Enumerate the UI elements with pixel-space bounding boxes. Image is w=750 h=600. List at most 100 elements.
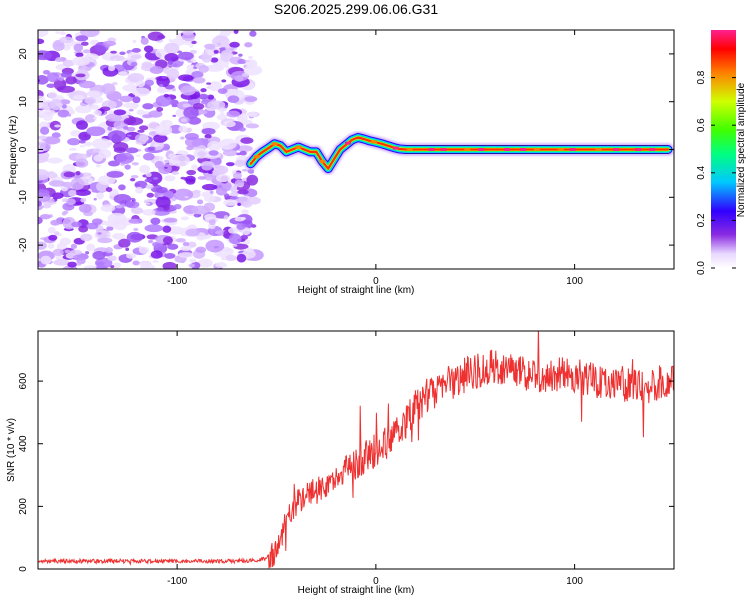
spectrogram-noise-blob [243,64,263,76]
spectrogram-noise-blob [60,71,72,78]
spectrogram-noise-blob [115,204,123,209]
spectrogram-noise [38,30,264,269]
spectrogram-noise-blob [38,99,44,110]
spectrogram-noise-blob [167,60,174,65]
spectrogram-noise-blob [70,177,85,190]
spectrogram-noise-blob [209,164,226,176]
y-tick-label: -10 [18,190,29,205]
spectrogram-noise-blob [84,96,97,105]
spectrogram-noise-blob [152,177,159,180]
spectrogram-noise-blob [162,143,171,151]
spectrogram-noise-blob [41,204,52,209]
spectrogram-noise-blob [192,189,201,194]
spectrogram-noise-blob [223,215,229,220]
spectrogram-noise-blob [125,147,139,154]
spectrogram-noise-blob [69,249,83,256]
spectrogram-noise-blob [213,49,219,54]
spectrogram-noise-blob [56,85,75,93]
spectrogram-noise-blob [180,136,185,140]
spectrogram-noise-blob [59,237,72,246]
spectrogram-noise-blob [144,178,153,183]
spectrogram-noise-blob [186,145,194,151]
spectrogram-noise-blob [124,164,131,170]
spectrogram-noise-blob [182,241,190,247]
spectrogram-noise-blob [49,98,63,111]
spectrogram-noise-blob [68,147,77,151]
spectrogram-noise-blob [183,106,199,119]
spectrogram-ridge-peak [345,141,352,145]
y-tick-label: 0 [18,566,29,572]
spectrogram-noise-blob [119,51,126,56]
spectrogram-noise-blob [113,58,117,61]
spectrogram-noise-blob [180,245,192,252]
spectrogram-noise-blob [247,168,255,174]
y-tick-label: -20 [18,237,29,252]
spectrogram-noise-blob [71,221,82,228]
spectrogram-noise-blob [152,182,158,186]
spectrogram-noise-blob [48,180,66,187]
spectrogram-noise-blob [101,83,116,95]
spectrogram-noise-blob [82,66,88,69]
spectrogram-noise-blob [207,94,215,100]
spectrogram-noise-blob [144,224,164,233]
spectrogram-noise-blob [106,170,124,178]
spectrogram-noise-blob [131,207,144,215]
spectrogram-noise-blob [175,113,181,116]
y-tick-label: 200 [18,498,29,515]
spectrogram-noise-blob [83,265,97,269]
spectrogram-noise-blob [155,49,167,59]
spectrogram-noise-blob [187,241,197,248]
spectrogram-noise-blob [93,197,97,201]
spectrogram-noise-blob [139,164,151,174]
spectrogram-noise-blob [47,91,58,100]
spectrogram-noise-blob [189,258,197,263]
spectrogram-noise-blob [238,53,243,57]
spectrogram-noise-blob [180,118,188,123]
spectrogram-noise-blob [63,171,76,178]
spectrogram-noise-blob [223,230,230,236]
spectrogram-noise-blob [62,266,70,269]
spectrogram-noise-blob [185,228,200,237]
spectrogram-noise-blob [147,239,154,244]
spectrogram-noise-blob [177,51,194,60]
spectrogram-noise-blob [92,138,112,150]
snr-x-ticks: -100 0 100 [167,331,583,587]
spectrogram-noise-blob [61,181,73,188]
spectrogram-noise-blob [148,127,154,131]
spectrogram-noise-blob [201,127,216,135]
spectrogram-noise-blob [239,150,247,156]
spectrogram-noise-blob [84,53,99,61]
spectrogram-noise-blob [67,138,81,146]
spectrogram-noise-blob [72,94,85,100]
spectrogram-noise-blob [107,126,113,131]
spectrogram-noise-blob [160,119,173,128]
spectrogram-noise-blob [158,194,164,198]
spectrogram-noise-blob [75,201,85,205]
spectrogram-noise-blob [132,260,140,266]
spectrogram-ridge-peak [319,159,326,163]
spectrogram-noise-blob [155,186,168,194]
spectrogram-noise-blob [144,79,155,87]
spectrogram-noise-blob [39,214,51,220]
spectrogram-noise-blob [186,64,194,71]
spectrogram-noise-blob [102,40,117,47]
spectrogram-ridge-peak [271,142,278,146]
spectrogram-noise-blob [226,162,235,167]
spectrogram-noise-blob [133,227,139,232]
spectrogram-noise-blob [164,52,179,62]
spectrogram-noise-blob [164,166,168,169]
spectrogram-noise-blob [97,237,113,244]
spectrogram-noise-blob [209,190,214,194]
spectrogram-noise-blob [236,223,246,230]
spectrogram-noise-blob [38,38,45,45]
spectrogram-noise-blob [46,83,56,88]
spectrogram-noise-blob [93,110,102,116]
x-tick-label: -100 [167,276,187,287]
spectrogram-noise-blob [142,208,156,216]
spectrogram-noise-blob [118,238,131,248]
spectrogram-noise-blob [163,217,178,223]
spectrogram-noise-blob [55,31,61,34]
spectrogram-noise-blob [107,130,127,142]
spectrogram-noise-blob [150,217,161,225]
